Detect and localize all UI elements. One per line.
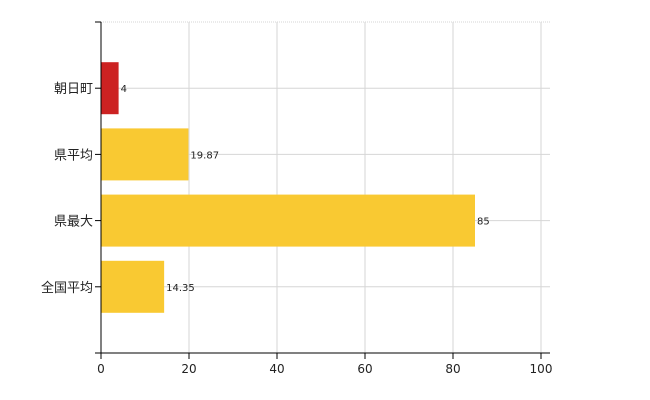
axes-group <box>95 21 550 359</box>
bar <box>101 194 475 247</box>
x-tick-label: 60 <box>357 362 372 376</box>
data-label: 19.87 <box>190 150 219 161</box>
bar <box>101 128 189 181</box>
data-label: 14.35 <box>166 283 195 294</box>
data-label: 4 <box>121 84 127 95</box>
category-label: 県最大 <box>54 215 93 230</box>
category-label: 県平均 <box>54 148 93 163</box>
x-tick-label: 80 <box>445 362 460 376</box>
data-label: 85 <box>477 217 490 228</box>
x-tick-label: 100 <box>530 362 553 376</box>
x-tick-label: 20 <box>181 362 196 376</box>
bar <box>101 260 165 313</box>
bars-group <box>101 62 475 313</box>
bar <box>101 62 119 115</box>
x-tick-label: 0 <box>97 362 105 376</box>
grid-lines <box>101 21 550 353</box>
category-label: 全国平均 <box>41 280 93 296</box>
category-label: 朝日町 <box>54 82 93 97</box>
x-tick-label: 40 <box>269 362 284 376</box>
